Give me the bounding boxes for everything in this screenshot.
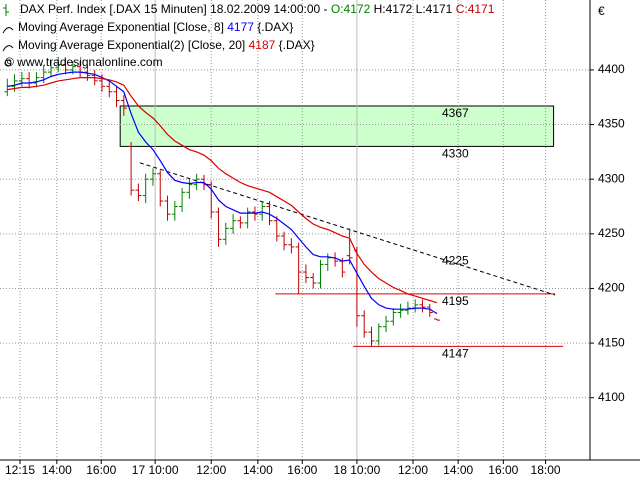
y-tick-label: 4250 xyxy=(598,226,625,240)
currency: € xyxy=(598,4,605,18)
x-tick-label: 14:00 xyxy=(443,463,473,477)
legend-value: 4187 xyxy=(249,38,276,52)
x-tick-label: 14:00 xyxy=(243,463,273,477)
legend-label: Moving Average Exponential [Close, 8] xyxy=(18,20,224,34)
x-tick-label: 18:00 xyxy=(531,463,561,477)
instrument: DAX Perf. Index [.DAX 15 Minuten] 18.02.… xyxy=(20,2,328,16)
legend-source: {.DAX} xyxy=(257,20,293,34)
y-tick-label: 4400 xyxy=(598,62,625,76)
x-tick-label: 18 10:00 xyxy=(334,463,381,477)
x-tick-label: 12:00 xyxy=(398,463,428,477)
legend-entry: Moving Average Exponential(2) [Close, 20… xyxy=(18,38,315,52)
x-tick-label: 16:00 xyxy=(86,463,116,477)
header: DAX Perf. Index [.DAX 15 Minuten] 18.02.… xyxy=(2,2,495,69)
x-tick-label: 12:00 xyxy=(196,463,226,477)
x-tick-label: 14:00 xyxy=(42,463,72,477)
y-tick-label: 4350 xyxy=(598,117,625,131)
zone-label: 4367 xyxy=(442,106,469,120)
level-label: 4147 xyxy=(442,347,469,361)
line-icon xyxy=(2,27,14,34)
line-icon xyxy=(2,45,14,52)
level-label: 4195 xyxy=(442,294,469,308)
legend-source: {.DAX} xyxy=(279,38,315,52)
x-tick-label: 12:15 xyxy=(5,463,35,477)
legend-entry: Moving Average Exponential [Close, 8] 41… xyxy=(18,20,293,34)
x-tick-label: 17 10:00 xyxy=(132,463,179,477)
header-title: DAX Perf. Index [.DAX 15 Minuten] 18.02.… xyxy=(20,2,495,16)
watermark-icon xyxy=(4,59,12,67)
ema-line xyxy=(7,71,438,315)
y-tick-label: 4100 xyxy=(598,390,625,404)
y-tick-label: 4300 xyxy=(598,171,625,185)
legend-value: 4177 xyxy=(227,20,254,34)
ema-line xyxy=(7,77,438,304)
x-tick-label: 16:00 xyxy=(287,463,317,477)
ohlc-icon xyxy=(3,4,9,16)
high: H:4172 xyxy=(374,2,413,16)
y-tick-label: 4150 xyxy=(598,335,625,349)
low: L:4171 xyxy=(416,2,453,16)
zone-label: 4330 xyxy=(442,147,469,161)
zone xyxy=(119,105,555,147)
plot-area: 4367 4330 4195 4147 4225 xyxy=(0,0,590,460)
x-tick-label: 16:00 xyxy=(488,463,518,477)
close: C:4171 xyxy=(456,2,495,16)
legend-label: Moving Average Exponential(2) [Close, 20… xyxy=(18,38,245,52)
open: O:4172 xyxy=(331,2,371,16)
y-tick-label: 4200 xyxy=(598,281,625,295)
trendline-label: 4225 xyxy=(442,253,469,267)
watermark: © www.tradesignalonline.com xyxy=(5,55,163,69)
